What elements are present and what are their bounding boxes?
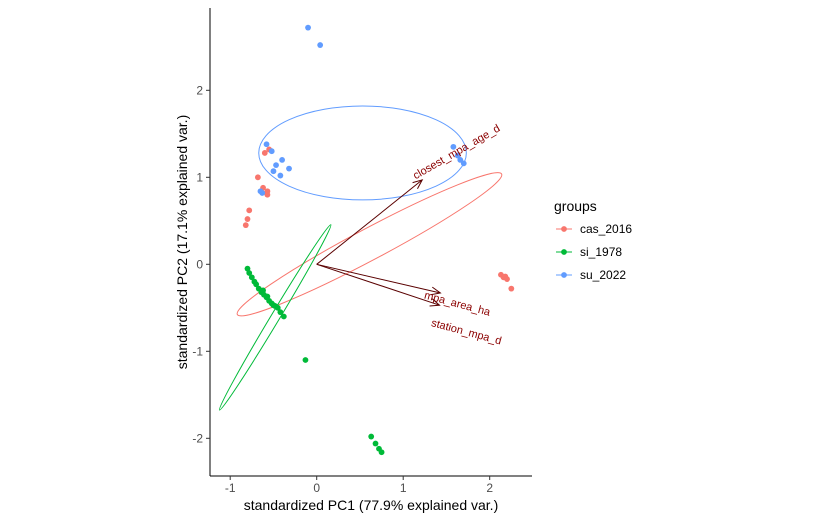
point-cas_2016: [261, 150, 268, 156]
legend-key-point: [561, 226, 567, 232]
x-tick-label: 2: [486, 481, 493, 495]
point-si_1978: [280, 313, 287, 320]
point-si_1978: [248, 274, 255, 281]
x-axis-title: standardized PC1 (77.9% explained var.): [244, 497, 498, 513]
point-si_1978: [368, 433, 375, 440]
point-su_2022: [277, 172, 284, 179]
loading-arrows: closest_mpa_age_dmpa_area_hastation_mpa_…: [316, 122, 503, 347]
loading-arrow-closest_mpa_age_d: [316, 179, 423, 265]
point-si_1978: [260, 287, 266, 294]
point-si_1978: [246, 270, 253, 276]
point-cas_2016: [508, 285, 515, 292]
point-si_1978: [264, 293, 271, 300]
legend-label-si_1978: si_1978: [580, 245, 622, 259]
point-si_1978: [372, 440, 379, 447]
point-si_1978: [277, 309, 284, 316]
ellipse-si_1978: [218, 224, 332, 411]
point-cas_2016: [264, 191, 271, 198]
y-tick-label: 0: [196, 257, 203, 271]
y-tick-label: -1: [192, 344, 203, 358]
ellipse-cas_2016: [236, 172, 503, 317]
x-tick-label: 1: [400, 481, 407, 495]
y-tick-label: -2: [192, 431, 203, 445]
point-cas_2016: [246, 207, 253, 214]
point-su_2022: [257, 188, 264, 195]
point-su_2022: [454, 152, 461, 159]
legend-title: groups: [554, 198, 597, 214]
point-cas_2016: [242, 222, 249, 229]
point-su_2022: [263, 141, 270, 148]
loading-arrowhead-mpa_area_ha: [430, 286, 442, 296]
point-si_1978: [274, 304, 281, 311]
point-su_2022: [460, 160, 467, 167]
legend-key-point: [561, 272, 567, 278]
ellipse-su_2022: [258, 105, 467, 201]
loading-arrowhead-station_mpa_d: [429, 298, 441, 307]
y-tick-label: 2: [196, 83, 203, 97]
axes: -1 0 1 2 -2 -1 0 1 2: [192, 8, 532, 495]
point-si_1978: [302, 357, 309, 363]
loading-arrow-mpa_area_ha: [316, 263, 441, 294]
point-si_1978: [244, 265, 251, 272]
x-tick-label: 0: [313, 481, 320, 495]
y-tick-label: 1: [196, 170, 203, 184]
loading-arrowhead-closest_mpa_age_d: [412, 179, 424, 189]
legend-label-su_2022: su_2022: [580, 268, 626, 282]
legend-key-point: [561, 249, 567, 255]
point-cas_2016: [254, 174, 261, 181]
point-si_1978: [378, 449, 385, 456]
point-si_1978: [270, 302, 277, 309]
point-su_2022: [279, 157, 285, 163]
point-cas_2016: [504, 276, 510, 282]
point-su_2022: [450, 143, 457, 150]
point-si_1978: [253, 281, 260, 288]
loading-arrow-station_mpa_d: [316, 263, 440, 306]
point-su_2022: [286, 165, 292, 172]
legend-label-cas_2016: cas_2016: [580, 222, 632, 236]
point-su_2022: [273, 162, 279, 169]
group-ellipses: [218, 105, 503, 411]
point-su_2022: [317, 42, 324, 48]
point-cas_2016: [244, 216, 251, 222]
point-su_2022: [305, 24, 311, 31]
x-tick-label: -1: [225, 481, 236, 495]
data-points: [242, 24, 515, 456]
loading-label-station_mpa_d: station_mpa_d: [430, 317, 503, 347]
point-su_2022: [268, 148, 275, 155]
point-su_2022: [270, 168, 277, 175]
legend: groups cas_2016 si_1978 su_2022: [554, 198, 632, 282]
loading-label-mpa_area_ha: mpa_area_ha: [423, 290, 493, 319]
y-axis-title: standardized PC2 (17.1% explained var.): [174, 115, 190, 369]
